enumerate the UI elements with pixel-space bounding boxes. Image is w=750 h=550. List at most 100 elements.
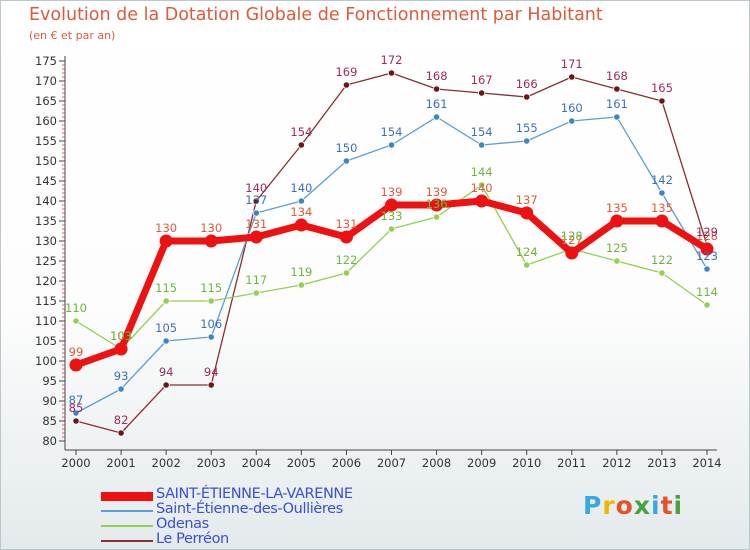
data-point [72, 417, 80, 425]
data-point [207, 381, 215, 389]
data-label: 127 [561, 233, 583, 247]
data-point [114, 342, 128, 356]
data-label: 119 [290, 265, 312, 279]
data-point [252, 197, 260, 205]
data-point [385, 198, 398, 212]
x-tick-label: 2001 [106, 456, 135, 470]
y-tick-label: 120 [35, 274, 57, 288]
data-point [204, 234, 218, 248]
data-point [162, 381, 170, 389]
y-tick-label: 175 [35, 54, 57, 68]
data-point [568, 73, 576, 81]
data-point [387, 69, 396, 77]
data-label: 115 [155, 281, 177, 295]
data-label: 93 [114, 369, 129, 383]
data-point [342, 81, 351, 89]
data-point [249, 230, 263, 244]
logo-letter: i [651, 491, 661, 520]
data-point [655, 214, 669, 228]
data-label: 137 [245, 193, 267, 207]
y-tick-label: 85 [42, 414, 57, 428]
chart-title: Evolution de la Dotation Globale de Fonc… [29, 5, 603, 25]
logo-letter: o [615, 491, 634, 520]
data-point [523, 93, 531, 101]
data-point [703, 301, 711, 309]
data-label: 166 [516, 77, 538, 91]
data-label: 165 [651, 81, 673, 95]
x-tick-label: 2004 [242, 456, 271, 470]
x-tick-label: 2011 [557, 456, 586, 470]
data-point [297, 281, 305, 289]
data-label: 125 [606, 241, 628, 255]
data-label: 154 [290, 125, 312, 139]
data-point [432, 113, 441, 121]
x-tick-label: 2012 [602, 456, 631, 470]
x-tick-label: 2013 [647, 456, 676, 470]
data-label: 99 [69, 345, 84, 359]
data-point [294, 218, 308, 232]
y-tick-label: 90 [42, 394, 57, 408]
data-point [297, 141, 305, 149]
data-label: 140 [245, 181, 267, 195]
data-point [478, 89, 486, 97]
data-label: 124 [516, 245, 538, 259]
data-point [610, 214, 624, 228]
x-tick-label: 2002 [152, 456, 181, 470]
data-point [117, 429, 125, 437]
data-point [658, 97, 666, 105]
x-tick-label: 2005 [287, 456, 316, 470]
y-tick-label: 150 [35, 154, 57, 168]
data-label: 103 [110, 329, 132, 343]
data-point [69, 358, 83, 372]
x-tick-label: 2014 [692, 456, 721, 470]
data-label: 134 [290, 205, 312, 219]
data-label: 110 [65, 301, 87, 315]
data-point [72, 409, 80, 417]
y-tick-label: 100 [35, 354, 57, 368]
y-tick-label: 145 [35, 174, 57, 188]
data-point [478, 181, 486, 189]
data-label: 135 [606, 201, 628, 215]
data-label: 142 [651, 173, 673, 187]
data-label: 115 [200, 281, 222, 295]
data-label: 135 [651, 201, 673, 215]
data-label: 122 [651, 253, 673, 267]
data-point [207, 333, 215, 341]
data-label: 137 [516, 193, 538, 207]
data-point [475, 194, 489, 208]
data-label: 136 [426, 197, 448, 211]
data-point [565, 246, 579, 260]
data-point [342, 269, 351, 277]
data-label: 106 [200, 317, 222, 331]
data-label: 171 [561, 57, 583, 71]
data-label: 85 [69, 401, 84, 415]
data-label: 150 [335, 141, 357, 155]
data-label: 82 [114, 413, 129, 427]
x-tick-label: 2006 [332, 456, 361, 470]
data-point [339, 230, 353, 244]
data-label: 103 [110, 329, 132, 343]
data-label: 168 [606, 69, 628, 83]
legend-label: Saint-Étienne-des-Oullières [156, 501, 343, 517]
y-tick-label: 130 [35, 234, 57, 248]
data-point [703, 265, 711, 273]
legend-label: Odenas [156, 516, 209, 532]
y-tick-label: 110 [35, 314, 57, 328]
logo-letter: t [660, 491, 674, 520]
data-label: 172 [381, 53, 403, 67]
data-label: 168 [426, 69, 448, 83]
data-label: 94 [204, 365, 219, 379]
data-point [478, 141, 486, 149]
legend-label: SAINT-ÉTIENNE-LA-VARENNE [156, 486, 353, 502]
data-label: 154 [381, 125, 403, 139]
x-tick-label: 2010 [512, 456, 541, 470]
y-tick-label: 115 [35, 294, 57, 308]
data-label: 169 [335, 65, 357, 79]
data-point [252, 289, 260, 297]
data-label: 128 [561, 229, 583, 243]
data-label: 122 [335, 253, 357, 267]
data-label: 160 [561, 101, 583, 115]
data-label: 94 [159, 365, 174, 379]
data-point [387, 141, 396, 149]
